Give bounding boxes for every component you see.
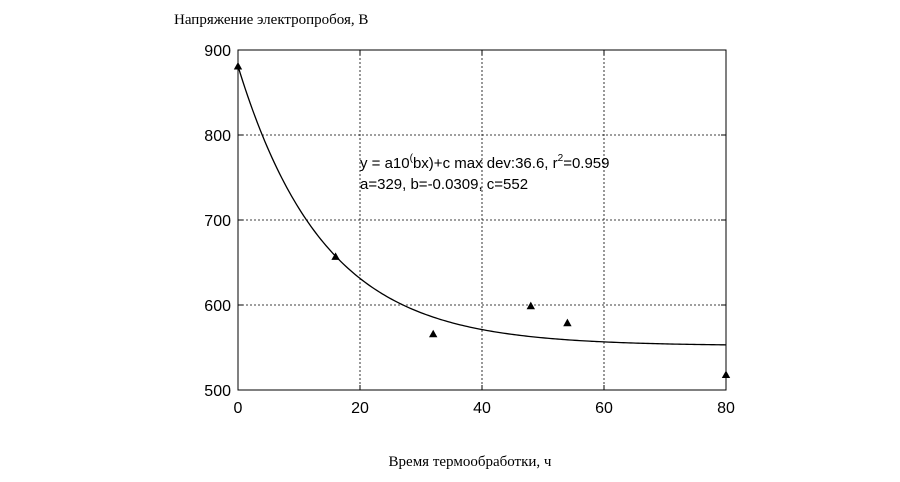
fit-curve xyxy=(237,65,727,346)
annotation-formula-start: y = a10 xyxy=(360,155,410,172)
y-tick-label: 500 xyxy=(204,383,231,400)
data-point xyxy=(233,61,243,70)
data-point xyxy=(721,370,731,379)
data-point xyxy=(429,329,438,338)
data-point xyxy=(563,318,572,327)
data-points xyxy=(233,61,731,379)
annotation-line-2: a=329, b=-0.0309, c=552 xyxy=(360,176,528,193)
y-tick-label: 800 xyxy=(204,128,231,145)
annotation-formula-middle: bx)+c max dev:36.6, r xyxy=(413,155,558,172)
y-tick-label: 900 xyxy=(204,43,231,60)
x-tick-label: 40 xyxy=(473,400,491,417)
axis-ticks xyxy=(237,49,727,391)
fit-annotation: y = a10(bx)+c max dev:36.6, r2=0.959 a=3… xyxy=(360,153,609,193)
x-tick-label: 20 xyxy=(351,400,369,417)
y-tick-label: 700 xyxy=(204,213,231,230)
x-tick-label: 60 xyxy=(595,400,613,417)
y-axis-label: Напряжение электропробоя, В xyxy=(174,12,368,28)
x-tick-label: 0 xyxy=(234,400,243,417)
y-tick-label: 600 xyxy=(204,298,231,315)
x-tick-label: 80 xyxy=(717,400,735,417)
annotation-line-1: y = a10(bx)+c max dev:36.6, r2=0.959 xyxy=(360,153,609,172)
annotation-r-squared-exponent: 2 xyxy=(558,153,564,164)
grid-lines xyxy=(238,50,726,390)
data-point xyxy=(331,252,340,260)
data-point xyxy=(526,301,535,310)
annotation-r-squared-value: =0.959 xyxy=(563,155,609,172)
tick-labels: 0 20 40 60 80 500 600 700 800 900 xyxy=(204,43,735,417)
x-axis-label: Время термообработки, ч xyxy=(389,454,552,470)
annotation-exponent-paren: ( xyxy=(410,153,414,164)
